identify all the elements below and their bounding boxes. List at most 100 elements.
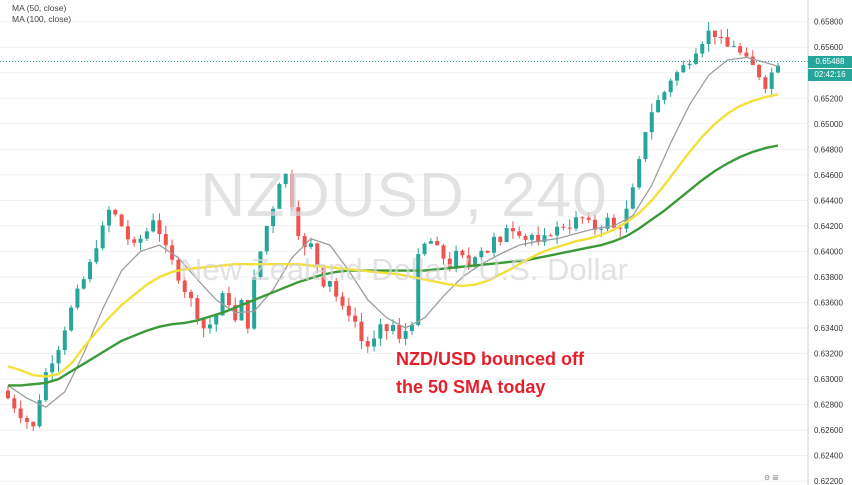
candle-body [574, 217, 579, 229]
candle-body [466, 255, 471, 265]
candle-body [441, 245, 446, 259]
candle-body [536, 234, 541, 243]
candle-body [611, 217, 616, 228]
candle-body [290, 173, 295, 208]
candle-body [372, 338, 377, 347]
price-tick-label: 0.65600 [814, 43, 843, 52]
candle-body [6, 390, 10, 399]
candle-body [586, 217, 591, 220]
price-tick-label: 0.65000 [814, 120, 843, 129]
price-tick-label: 0.65200 [814, 94, 843, 103]
candle-body [630, 187, 635, 209]
candle-body [731, 46, 736, 48]
candle-countdown: 02:42:16 [808, 68, 852, 81]
candle-body [561, 226, 566, 228]
candle-body [50, 363, 55, 373]
candle-body [334, 281, 339, 297]
candle-body [308, 243, 313, 248]
candle-body [776, 65, 780, 73]
candle-body [656, 99, 661, 113]
ma100-line [8, 144, 779, 387]
candle-body [94, 248, 99, 263]
candle-body [346, 305, 351, 316]
candle-body [479, 250, 484, 258]
candle-body [359, 321, 364, 342]
candle-body [43, 372, 48, 401]
price-tick-label: 0.63800 [814, 273, 843, 282]
candle-body [555, 226, 560, 236]
candle-body [157, 220, 162, 235]
candle-body [454, 250, 459, 269]
candle-body [151, 220, 156, 232]
annotation-line-2: the 50 SMA today [396, 377, 546, 397]
candle-body [725, 37, 730, 47]
candle-body [81, 279, 86, 289]
ma50-line [7, 93, 779, 378]
price-tick-label: 0.64200 [814, 222, 843, 231]
price-tick-label: 0.63000 [814, 375, 843, 384]
price-axis[interactable]: 0.658000.656000.654000.652000.650000.648… [814, 18, 843, 485]
candle-body [700, 43, 705, 54]
candle-body [738, 46, 743, 53]
candle-body [302, 236, 307, 248]
candle-body [75, 288, 80, 308]
candle-body [416, 254, 421, 326]
ma-fast-line [7, 56, 779, 408]
candle-body [195, 298, 200, 320]
candle-body [592, 219, 597, 230]
candle-body [207, 324, 212, 329]
candle-body [327, 281, 332, 287]
candle-body [321, 265, 326, 287]
candle-body [24, 418, 29, 422]
candle-body [56, 350, 61, 364]
price-tick-label: 0.62400 [814, 452, 843, 461]
description-watermark: New Zealand Dollar / U.S. Dollar [180, 252, 628, 287]
candle-body [271, 208, 276, 226]
candle-body [18, 408, 23, 419]
candle-body [687, 63, 692, 66]
candle-body [567, 227, 572, 229]
current-price-label: 0.65488 [808, 55, 852, 68]
candle-body [138, 238, 143, 243]
candle-body [239, 299, 244, 321]
candle-body [643, 132, 648, 160]
symbol-watermark: NZDUSD, 240 [200, 161, 608, 230]
price-tick-label: 0.63400 [814, 324, 843, 333]
candle-body [125, 226, 130, 240]
candle-body [750, 56, 755, 65]
candle-body [599, 228, 604, 230]
candle-body [706, 30, 711, 44]
candle-body [485, 250, 490, 253]
candle-body [403, 330, 408, 339]
price-tick-label: 0.62200 [814, 477, 843, 485]
candle-body [460, 250, 465, 256]
candle-body [100, 225, 105, 249]
legend-ma50[interactable]: MA (50, close) [12, 3, 67, 13]
candle-body [378, 324, 383, 339]
candle-body [365, 341, 370, 347]
candle-body [189, 291, 194, 299]
candle-body [391, 325, 395, 332]
candle-body [397, 325, 402, 339]
candle-body [504, 228, 509, 242]
candle-body [712, 30, 717, 38]
price-tick-label: 0.64600 [814, 171, 843, 180]
candle-body [31, 421, 36, 427]
candle-body [214, 315, 219, 325]
candle-body [144, 231, 149, 239]
candle-body [315, 243, 320, 266]
candle-body [170, 245, 175, 260]
candle-body [529, 234, 534, 240]
candle-body [182, 280, 187, 292]
candle-body [662, 92, 667, 100]
annotation-line-1: NZD/USD bounced off [396, 349, 584, 369]
candles [6, 22, 780, 431]
candle-body [264, 225, 269, 252]
chart-settings-icons[interactable]: ⚙ 𝌆 [764, 475, 779, 482]
price-tick-label: 0.63200 [814, 350, 843, 359]
candle-body [649, 112, 654, 133]
candle-body [517, 231, 522, 236]
legend-ma100[interactable]: MA (100, close) [12, 14, 72, 24]
